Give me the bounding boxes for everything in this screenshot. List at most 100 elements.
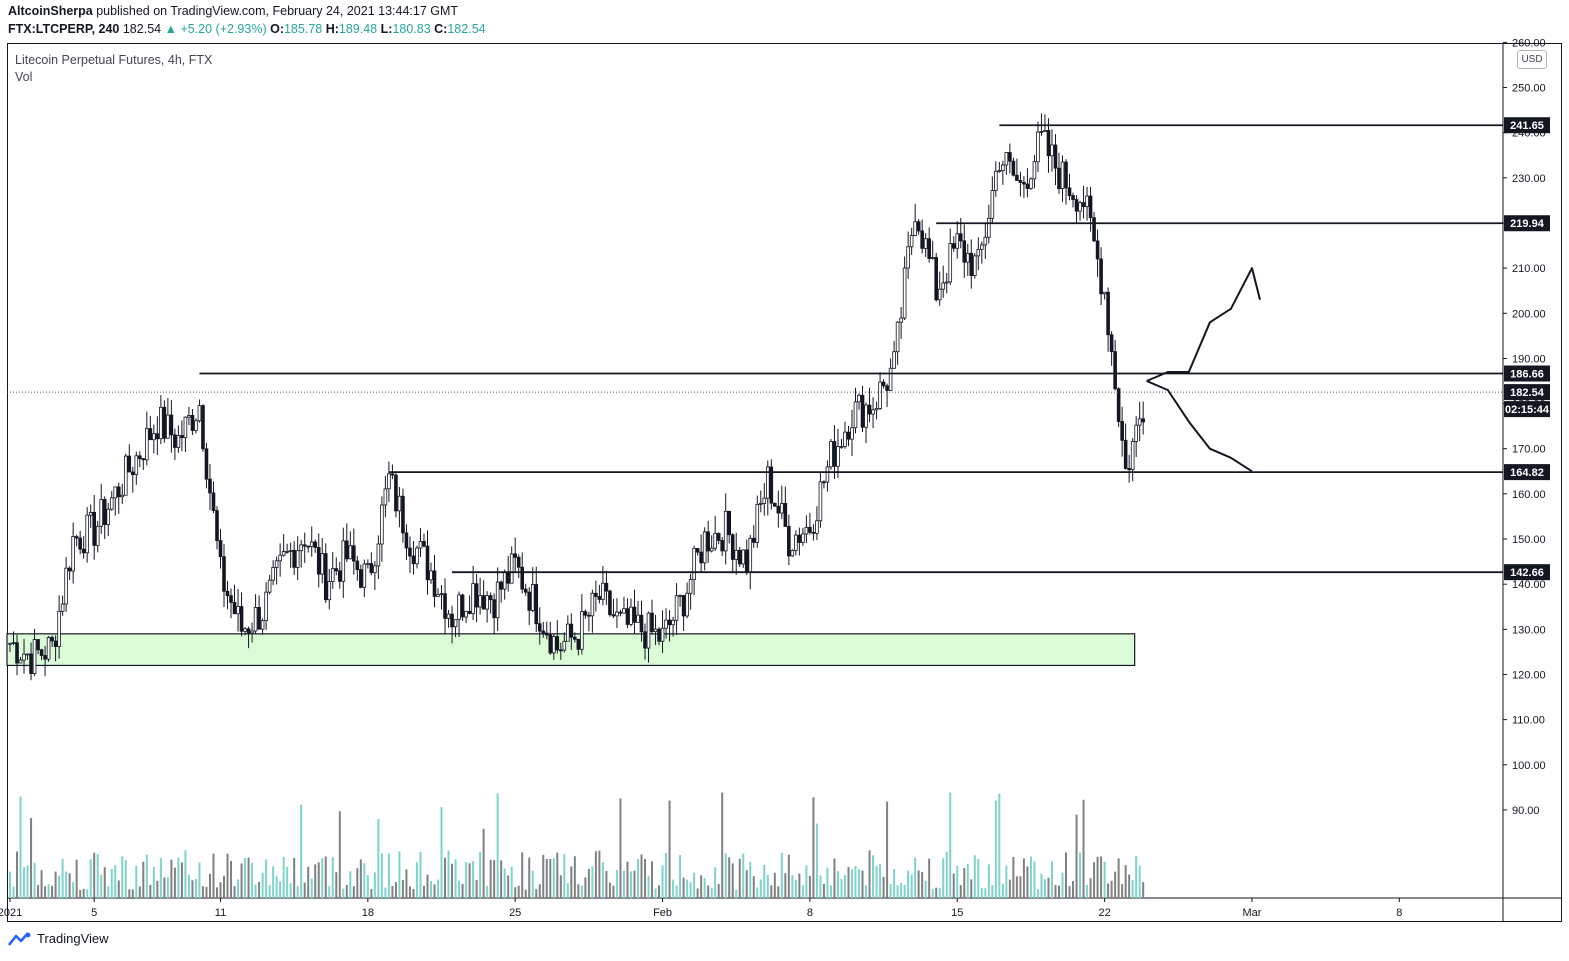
candle-body [755,503,760,543]
candle-body [983,236,988,246]
candle-body [481,595,486,610]
candle-body [267,579,272,593]
candle-body [355,560,360,571]
published-info: published on TradingView.com, February 2… [92,4,459,18]
volume-bar [100,874,103,898]
candle-body [288,549,293,552]
volume-bar [977,858,980,898]
candle-body [892,351,896,369]
volume-bar [987,864,990,898]
candle-body [281,551,286,556]
candle-body [25,653,30,656]
candle-body [264,591,268,621]
candle-body [1113,351,1117,390]
volume-bar [1086,884,1089,898]
volume-bar [626,861,629,898]
volume-bar [1001,883,1004,898]
volume-bar [1026,866,1029,898]
candle-body [359,569,363,588]
volume-bar [479,851,482,898]
volume-bar [1033,861,1036,898]
volume-bar [826,867,829,898]
volume-bar [412,888,415,898]
volume-bar [900,882,903,898]
volume-bar [651,861,654,898]
volume-bar [9,871,11,898]
candle-body [839,446,844,448]
candle-body [1060,161,1065,190]
candle-body [341,540,346,582]
volume-bar [517,885,520,898]
volume-bar [700,875,703,898]
candle-body [850,427,854,440]
volume-bar [868,850,871,898]
volume-bar [833,858,836,898]
volume-bar [1050,861,1053,898]
volume-bar [380,853,383,898]
candle-body [797,534,802,543]
candle-body [969,252,974,276]
candle-body [43,655,47,660]
volume-bar [794,879,797,898]
volume-bar [268,885,271,898]
volume-bar [882,876,885,898]
candle-body [594,592,598,597]
open-label: O: [270,22,284,36]
candle-body [253,607,258,632]
candle-body [1116,388,1121,422]
volume-bar [68,873,71,898]
volume-bar [584,877,587,898]
volume-bar [875,866,878,898]
volume-bar [286,866,289,898]
volume-bar [321,858,324,898]
volume-bar [117,880,120,898]
candle-body [916,221,921,232]
candle-body [187,415,191,418]
volume-bar [805,865,808,898]
volume-bar [198,862,201,898]
candle-body [885,385,889,391]
volume-bar [103,867,106,898]
candle-body [776,505,781,514]
candle-body [808,526,812,533]
candle-body [64,567,68,605]
volume-bar [451,863,454,898]
currency-button[interactable]: USD [1517,50,1547,69]
candle-body [843,431,847,447]
candle-body [1085,195,1089,208]
volume-bar [240,863,243,898]
candle-body [997,170,1002,172]
volume-bar [717,884,720,898]
candle-body [801,533,805,543]
volume-bar [1142,882,1145,898]
volume-bar [384,887,387,898]
volume-bar [594,851,597,898]
volume-bar [33,862,36,898]
candle-body [1050,144,1054,157]
countdown-tag [1504,401,1550,418]
level-label: 241.65 [1510,120,1544,132]
candle-body [548,634,553,654]
volume-bar [324,856,327,898]
volume-bar [47,884,50,898]
volume-bar [1015,876,1018,898]
candle-body [495,581,500,619]
volume-bar [282,856,285,898]
volume-bar [994,800,997,898]
candle-body [471,583,475,614]
candle-body [639,614,644,633]
candle-body [629,606,633,625]
volume-bar [1093,862,1096,898]
candle-body [576,638,581,650]
candle-body [15,642,19,664]
volume-bar [1047,877,1050,898]
author-name[interactable]: AltcoinSherpa [8,4,93,18]
volume-bar [661,865,664,898]
candle-body [657,628,661,642]
candle-body [646,612,651,649]
volume-bar [854,866,857,898]
volume-bar [535,889,538,898]
candle-body [688,579,693,594]
candle-body [573,636,577,640]
